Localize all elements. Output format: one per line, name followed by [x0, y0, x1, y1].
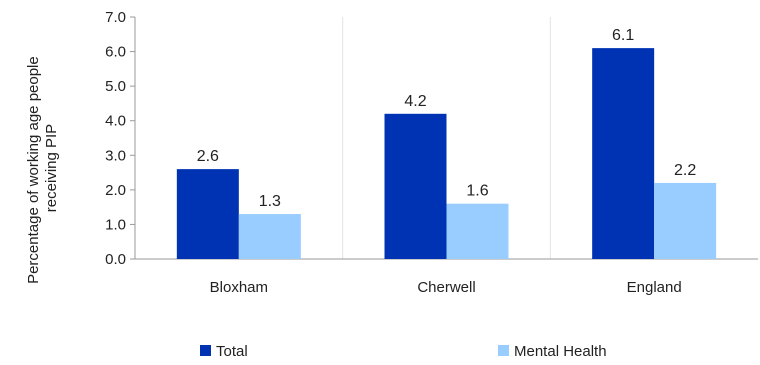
y-tick-label: 1.0	[105, 216, 126, 233]
x-tick-label: Cherwell	[417, 279, 475, 296]
bar-total-bloxham	[176, 169, 239, 259]
y-axis-label: Percentage of working age people receivi…	[25, 52, 60, 284]
y-tick-labels: 0.0 1.0 2.0 3.0 4.0 5.0 6.0 7.0	[105, 9, 126, 268]
data-label: 2.6	[197, 148, 219, 165]
category-separators	[342, 17, 551, 259]
legend-label: Total	[216, 343, 248, 360]
bar-total-england	[592, 48, 655, 259]
legend-label: Mental Health	[514, 343, 607, 360]
data-label: 2.2	[674, 162, 696, 179]
y-axis-label-line-2: receiving PIP	[43, 124, 60, 212]
legend: Total Mental Health	[200, 343, 607, 360]
data-label: 4.2	[404, 93, 426, 110]
legend-swatch	[498, 345, 509, 356]
y-tick-label: 7.0	[105, 9, 126, 26]
x-tick-label: England	[627, 279, 682, 296]
bar-mental-health-cherwell	[446, 203, 509, 259]
data-label: 6.1	[612, 27, 634, 44]
y-tick-label: 6.0	[105, 44, 126, 61]
data-label: 1.6	[466, 183, 488, 200]
x-tick-labels: Bloxham Cherwell England	[210, 279, 682, 296]
data-labels: 2.6 1.3 4.2 1.6 6.1 2.2	[197, 27, 697, 210]
y-tick-label: 3.0	[105, 147, 126, 164]
bar-mental-health-bloxham	[238, 214, 301, 259]
data-label: 1.3	[259, 193, 281, 210]
bar-mental-health-england	[654, 182, 717, 259]
y-tick-label: 0.0	[105, 251, 126, 268]
bars	[176, 48, 717, 259]
y-tick-label: 4.0	[105, 113, 126, 130]
y-tick-label: 2.0	[105, 182, 126, 199]
bar-total-cherwell	[384, 113, 447, 259]
y-tick-label: 5.0	[105, 78, 126, 95]
legend-swatch	[200, 345, 211, 356]
y-axis-label-line-1: Percentage of working age people	[25, 56, 42, 284]
x-tick-label: Bloxham	[210, 279, 268, 296]
